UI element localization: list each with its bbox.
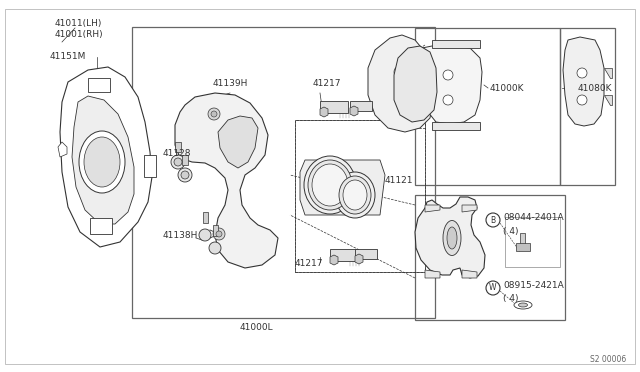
- Polygon shape: [604, 95, 612, 105]
- Ellipse shape: [335, 172, 375, 218]
- Polygon shape: [394, 46, 437, 122]
- Bar: [415, 195, 565, 320]
- Ellipse shape: [443, 221, 461, 256]
- Polygon shape: [563, 37, 604, 126]
- Ellipse shape: [79, 131, 125, 193]
- Polygon shape: [175, 93, 278, 268]
- Text: 41217: 41217: [295, 259, 323, 267]
- Polygon shape: [432, 122, 480, 130]
- Ellipse shape: [518, 303, 527, 307]
- Polygon shape: [58, 142, 67, 157]
- Ellipse shape: [447, 227, 457, 249]
- Bar: [520, 233, 525, 248]
- Text: ( 4): ( 4): [503, 295, 518, 304]
- Polygon shape: [350, 106, 358, 116]
- Ellipse shape: [339, 176, 371, 214]
- Ellipse shape: [84, 137, 120, 187]
- Text: 41001(RH): 41001(RH): [55, 29, 104, 38]
- Text: 41139H: 41139H: [213, 78, 248, 87]
- Bar: [213, 225, 218, 236]
- Text: 41000L: 41000L: [240, 324, 274, 333]
- Ellipse shape: [312, 164, 348, 206]
- Polygon shape: [415, 197, 485, 278]
- Ellipse shape: [308, 160, 352, 210]
- Polygon shape: [330, 255, 338, 265]
- Bar: [175, 142, 181, 152]
- Bar: [320, 101, 348, 113]
- Bar: [355, 249, 377, 259]
- Ellipse shape: [304, 156, 356, 214]
- Circle shape: [216, 231, 222, 237]
- Bar: [132, 27, 435, 318]
- Text: ( 4): ( 4): [503, 227, 518, 235]
- Bar: [295, 120, 425, 272]
- Circle shape: [174, 158, 182, 166]
- Circle shape: [171, 155, 185, 169]
- Bar: [90, 218, 112, 234]
- Polygon shape: [320, 107, 328, 117]
- Text: 41138H: 41138H: [163, 231, 198, 240]
- Polygon shape: [218, 116, 258, 168]
- Bar: [330, 249, 358, 261]
- Bar: [560, 28, 615, 185]
- Polygon shape: [462, 205, 477, 212]
- Circle shape: [178, 168, 192, 182]
- Text: W: W: [489, 283, 497, 292]
- Text: S2 00006: S2 00006: [590, 356, 627, 365]
- Circle shape: [208, 108, 220, 120]
- Text: 08915-2421A: 08915-2421A: [503, 280, 564, 289]
- Circle shape: [486, 281, 500, 295]
- Circle shape: [213, 228, 225, 240]
- Text: 08044-2401A: 08044-2401A: [503, 212, 564, 221]
- Ellipse shape: [514, 301, 532, 309]
- Circle shape: [181, 171, 189, 179]
- Text: 41011(LH): 41011(LH): [55, 19, 102, 28]
- Bar: [295, 120, 425, 272]
- Bar: [516, 243, 530, 251]
- Circle shape: [209, 242, 221, 254]
- Text: 41128: 41128: [163, 148, 191, 157]
- Polygon shape: [60, 67, 152, 247]
- Bar: [144, 155, 156, 177]
- Polygon shape: [72, 96, 134, 224]
- Circle shape: [577, 95, 587, 105]
- Circle shape: [443, 70, 453, 80]
- Bar: [350, 101, 372, 111]
- Polygon shape: [462, 270, 477, 278]
- Circle shape: [443, 95, 453, 105]
- Ellipse shape: [343, 180, 367, 210]
- Bar: [182, 155, 188, 165]
- Polygon shape: [368, 35, 433, 132]
- Polygon shape: [422, 46, 482, 124]
- Polygon shape: [604, 68, 612, 78]
- Polygon shape: [355, 254, 363, 264]
- Circle shape: [398, 96, 410, 108]
- Text: 41121: 41121: [385, 176, 413, 185]
- Circle shape: [199, 229, 211, 241]
- Circle shape: [577, 68, 587, 78]
- Circle shape: [394, 66, 406, 78]
- Bar: [203, 212, 208, 223]
- Polygon shape: [432, 40, 480, 48]
- Circle shape: [211, 111, 217, 117]
- Polygon shape: [425, 205, 440, 212]
- Bar: [88, 78, 110, 92]
- Text: 41217: 41217: [313, 78, 342, 87]
- Polygon shape: [300, 160, 385, 215]
- Text: 41080K: 41080K: [578, 83, 612, 93]
- Text: B: B: [490, 215, 495, 224]
- Circle shape: [486, 213, 500, 227]
- Text: 41000K: 41000K: [490, 83, 525, 93]
- Text: 41151M: 41151M: [50, 52, 86, 61]
- Polygon shape: [425, 270, 440, 278]
- Bar: [505, 217, 560, 267]
- Bar: [415, 28, 560, 185]
